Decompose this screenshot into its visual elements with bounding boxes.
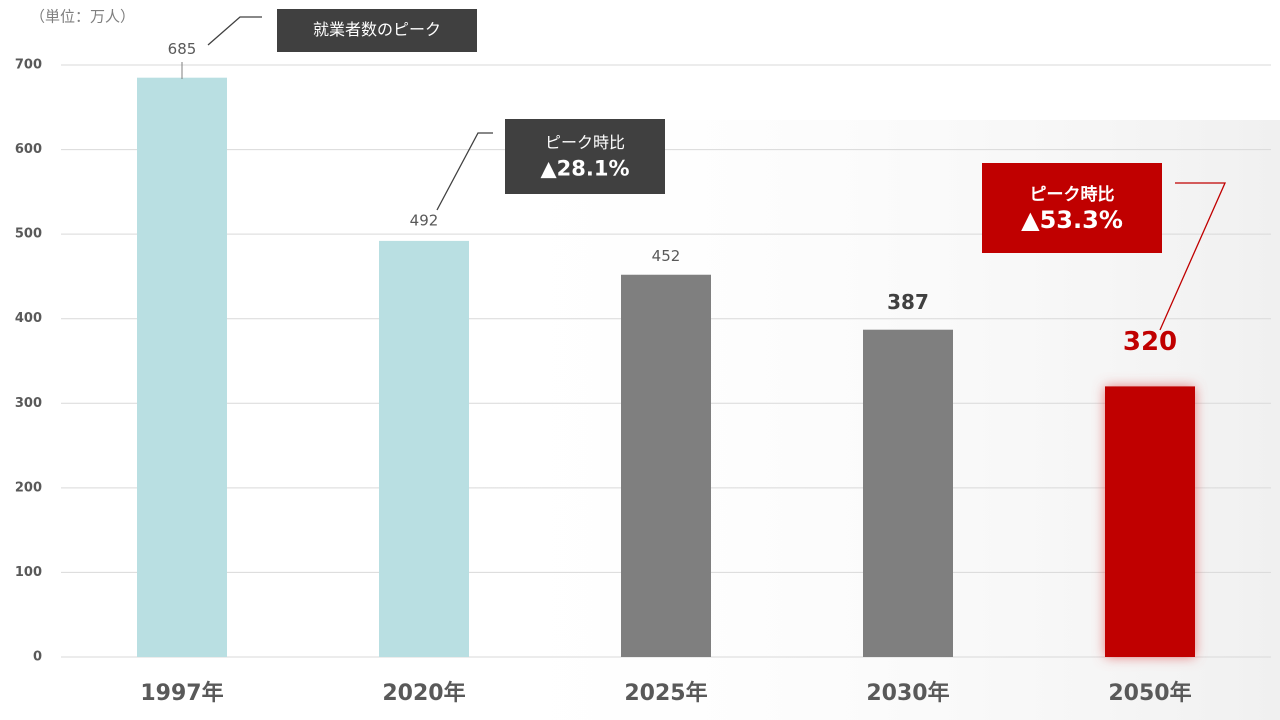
bar [137, 77, 227, 657]
bar [863, 329, 953, 657]
value-label: 492 [410, 211, 439, 229]
annotation-text: ピーク時比 [545, 133, 625, 152]
bar [1105, 386, 1195, 657]
value-label: 452 [652, 247, 681, 265]
value-label: 685 [168, 40, 197, 58]
annotation-box [982, 163, 1162, 253]
annotation-box [505, 119, 665, 194]
y-tick-label: 400 [15, 311, 42, 326]
y-tick-label: 100 [15, 565, 42, 580]
x-tick-label: 2025年 [624, 680, 707, 706]
annotation-text: ▲28.1% [540, 157, 629, 181]
annotation-text: ピーク時比 [1030, 184, 1115, 205]
y-tick-label: 300 [15, 396, 42, 411]
bar [621, 274, 711, 657]
y-tick-label: 700 [15, 58, 42, 73]
x-tick-label: 1997年 [140, 680, 223, 706]
y-tick-label: 200 [15, 480, 42, 495]
y-tick-label: 600 [15, 142, 42, 157]
annotation-box [277, 9, 477, 52]
unit-label: （単位：万人） [30, 8, 135, 26]
connector [436, 132, 493, 211]
x-tick-label: 2020年 [382, 680, 465, 706]
x-tick-label: 2030年 [866, 680, 949, 706]
connector [207, 16, 262, 46]
annotation-text: 就業者数のピーク [313, 20, 441, 39]
y-tick-label: 500 [15, 227, 42, 242]
connector [1159, 182, 1226, 331]
annotation-text: ▲53.3% [1021, 206, 1123, 234]
y-tick-label: 0 [33, 650, 42, 665]
bar [379, 240, 469, 657]
x-tick-label: 2050年 [1108, 680, 1191, 706]
value-label: 387 [887, 290, 929, 314]
value-label: 320 [1123, 327, 1177, 357]
